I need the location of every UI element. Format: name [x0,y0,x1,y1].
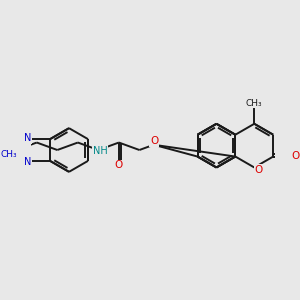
Text: N: N [24,134,31,143]
Text: NH: NH [93,146,107,156]
Text: O: O [254,165,263,175]
Text: O: O [115,160,123,170]
Text: CH₃: CH₃ [246,98,262,107]
Text: N: N [24,157,31,166]
Text: CH₃: CH₃ [0,150,17,159]
Text: O: O [291,151,300,161]
Text: O: O [150,136,158,146]
